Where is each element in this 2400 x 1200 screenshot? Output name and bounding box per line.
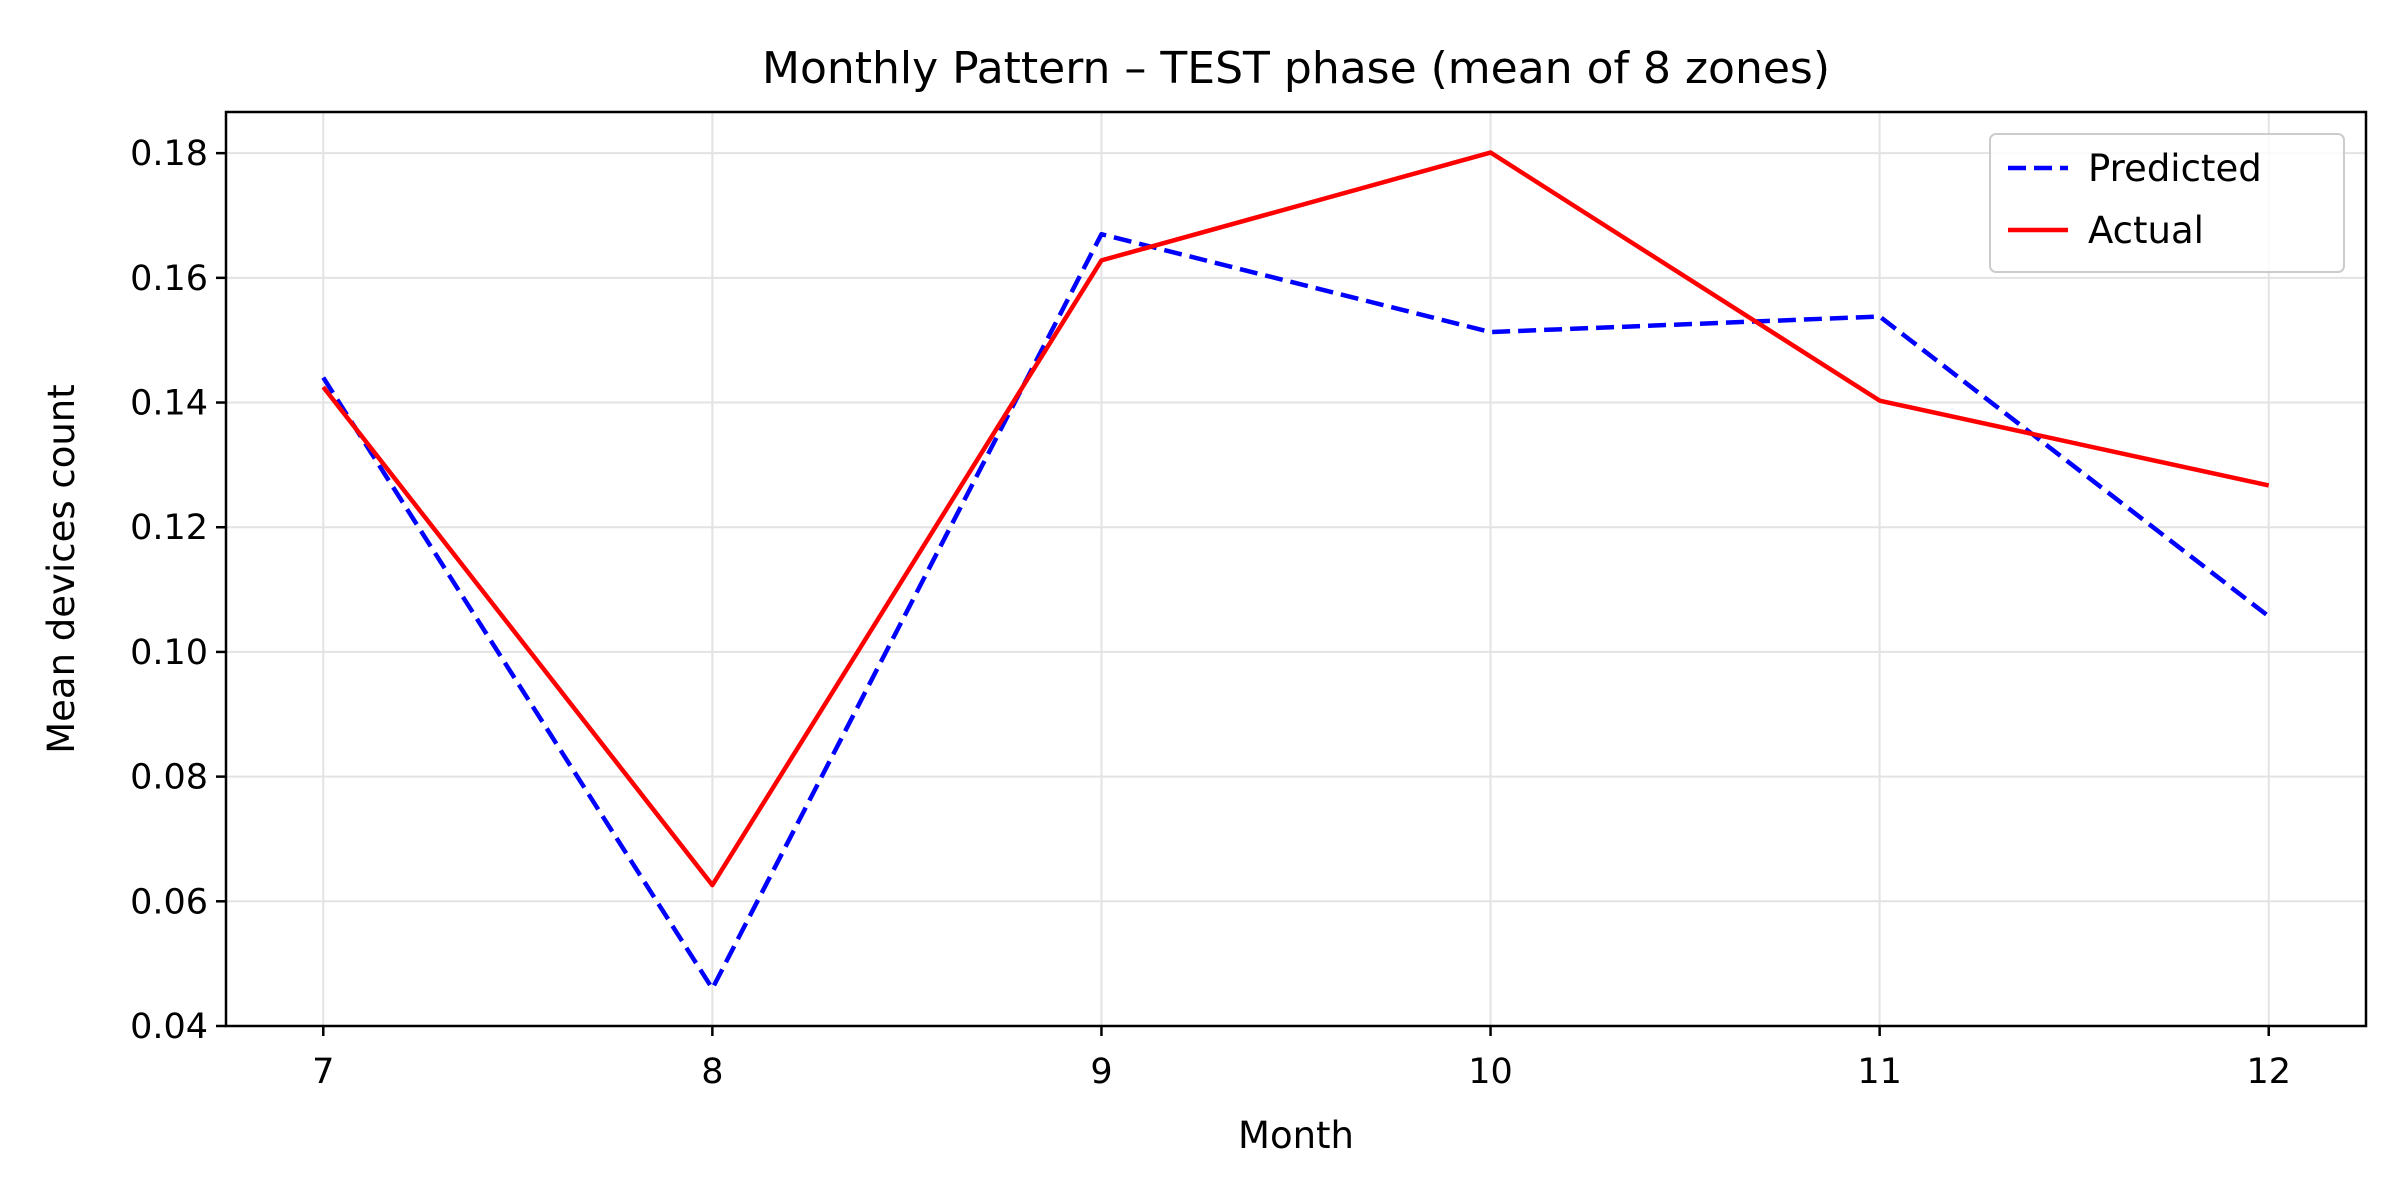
y-tick-label: 0.14 bbox=[130, 384, 208, 424]
x-tick-label: 9 bbox=[1090, 1052, 1112, 1092]
legend-label-predicted: Predicted bbox=[2088, 147, 2262, 190]
y-axis-ticks: 0.04 0.06 0.08 0.10 0.12 0.14 0.16 0.18 bbox=[130, 134, 226, 1047]
y-tick-label: 0.16 bbox=[130, 259, 208, 299]
y-tick-label: 0.10 bbox=[130, 633, 208, 673]
legend-label-actual: Actual bbox=[2088, 209, 2204, 252]
x-axis-ticks: 7 8 9 10 11 12 bbox=[312, 1026, 2291, 1092]
chart-title: Monthly Pattern – TEST phase (mean of 8 … bbox=[762, 43, 1830, 94]
series-lines bbox=[321, 150, 2271, 991]
x-tick-label: 10 bbox=[1468, 1052, 1513, 1092]
x-tick-label: 7 bbox=[312, 1052, 334, 1092]
y-axis-label: Mean devices count bbox=[40, 384, 83, 754]
y-tick-label: 0.06 bbox=[130, 882, 208, 922]
y-tick-label: 0.08 bbox=[130, 758, 208, 798]
plot-frame bbox=[224, 110, 2368, 1028]
x-tick-label: 12 bbox=[2246, 1052, 2291, 1092]
y-tick-label: 0.18 bbox=[130, 134, 208, 174]
y-tick-label: 0.12 bbox=[130, 508, 208, 548]
x-axis-label: Month bbox=[1238, 1114, 1354, 1157]
x-tick-label: 8 bbox=[701, 1052, 723, 1092]
legend-box bbox=[1989, 133, 2345, 273]
series-line-predicted bbox=[321, 231, 2271, 991]
legend: Predicted Actual bbox=[1989, 133, 2345, 273]
series-line-actual bbox=[321, 150, 2270, 888]
x-tick-label: 11 bbox=[1857, 1052, 1902, 1092]
y-tick-label: 0.04 bbox=[130, 1007, 208, 1047]
